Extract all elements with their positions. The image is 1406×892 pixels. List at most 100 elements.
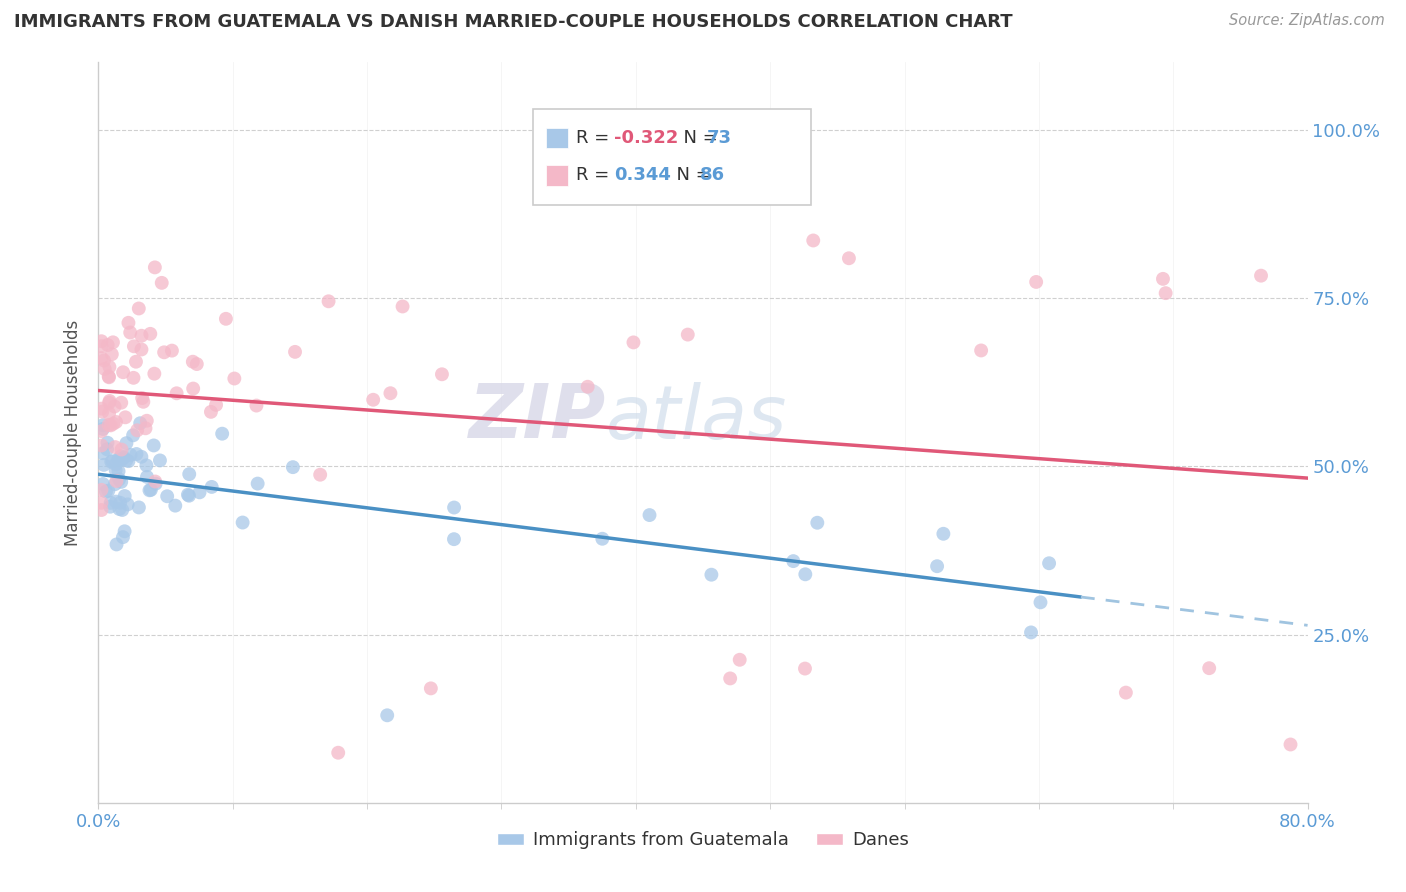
- Point: [98, 395, 121, 409]
- Point: [131, 450, 153, 464]
- Point: [96, 442, 118, 457]
- Point: [105, 415, 128, 429]
- Point: [100, 455, 122, 469]
- Point: [101, 347, 124, 361]
- Point: [122, 371, 145, 385]
- Point: [98, 407, 121, 421]
- Point: [112, 450, 135, 465]
- Point: [104, 463, 127, 477]
- Point: [98, 359, 121, 374]
- Point: [1019, 625, 1042, 640]
- Point: [245, 399, 267, 413]
- Point: [177, 488, 200, 502]
- Point: [211, 426, 233, 441]
- Point: [143, 475, 166, 489]
- Point: [139, 483, 162, 497]
- Point: [623, 335, 645, 350]
- Point: [205, 398, 228, 412]
- Point: [281, 460, 304, 475]
- Point: [108, 472, 131, 486]
- Point: [718, 672, 741, 686]
- Point: [132, 394, 155, 409]
- Point: [143, 367, 166, 381]
- Point: [122, 428, 145, 442]
- Point: [98, 370, 121, 384]
- Point: [101, 454, 124, 468]
- Point: [591, 532, 613, 546]
- Point: [91, 477, 114, 491]
- Point: [91, 446, 114, 460]
- Point: [576, 380, 599, 394]
- Point: [328, 746, 350, 760]
- Point: [232, 516, 254, 530]
- Point: [1025, 275, 1047, 289]
- Point: [90, 438, 112, 452]
- Point: [93, 362, 115, 376]
- Point: [139, 326, 162, 341]
- Point: [90, 424, 112, 438]
- Y-axis label: Married-couple Households: Married-couple Households: [65, 319, 83, 546]
- Point: [131, 343, 153, 357]
- Point: [104, 458, 127, 472]
- Point: [391, 300, 413, 314]
- Point: [700, 567, 723, 582]
- Point: [927, 559, 949, 574]
- Point: [794, 567, 817, 582]
- Point: [676, 327, 699, 342]
- Point: [91, 404, 114, 418]
- Point: [93, 458, 115, 472]
- Text: 73: 73: [707, 129, 733, 147]
- Point: [107, 452, 129, 467]
- Point: [149, 453, 172, 467]
- Text: R =: R =: [576, 167, 616, 185]
- Point: [638, 508, 661, 522]
- Point: [122, 339, 145, 353]
- Point: [179, 467, 201, 482]
- Point: [93, 353, 115, 368]
- Point: [142, 438, 165, 452]
- Point: [110, 449, 132, 463]
- Point: [114, 524, 136, 539]
- Point: [97, 369, 120, 384]
- Point: [114, 410, 136, 425]
- Point: [90, 503, 112, 517]
- Point: [181, 355, 204, 369]
- Point: [100, 418, 122, 433]
- Point: [110, 496, 132, 510]
- Point: [90, 483, 112, 497]
- Point: [104, 440, 127, 454]
- Point: [111, 452, 134, 467]
- Point: [361, 392, 384, 407]
- Text: 86: 86: [700, 167, 725, 185]
- Point: [801, 234, 824, 248]
- Text: -0.322: -0.322: [614, 129, 679, 147]
- Point: [1154, 286, 1177, 301]
- Point: [224, 371, 246, 385]
- Text: atlas: atlas: [606, 382, 787, 454]
- Point: [1029, 595, 1052, 609]
- Point: [177, 489, 200, 503]
- Point: [136, 470, 159, 484]
- Point: [103, 417, 125, 431]
- Point: [117, 454, 139, 468]
- Point: [970, 343, 993, 358]
- Point: [90, 334, 112, 349]
- Point: [145, 476, 167, 491]
- Point: [135, 414, 157, 428]
- Text: IMMIGRANTS FROM GUATEMALA VS DANISH MARRIED-COUPLE HOUSEHOLDS CORRELATION CHART: IMMIGRANTS FROM GUATEMALA VS DANISH MARR…: [14, 13, 1012, 31]
- Point: [101, 335, 124, 350]
- Legend: Immigrants from Guatemala, Danes: Immigrants from Guatemala, Danes: [489, 824, 917, 856]
- Point: [97, 338, 120, 352]
- Point: [105, 537, 128, 551]
- Point: [104, 477, 127, 491]
- Point: [200, 405, 222, 419]
- Point: [120, 326, 142, 340]
- Point: [117, 316, 139, 330]
- Point: [110, 475, 132, 489]
- Point: [728, 653, 751, 667]
- Point: [135, 458, 157, 473]
- Point: [134, 421, 156, 435]
- Point: [1279, 738, 1302, 752]
- Point: [284, 344, 307, 359]
- Point: [1250, 268, 1272, 283]
